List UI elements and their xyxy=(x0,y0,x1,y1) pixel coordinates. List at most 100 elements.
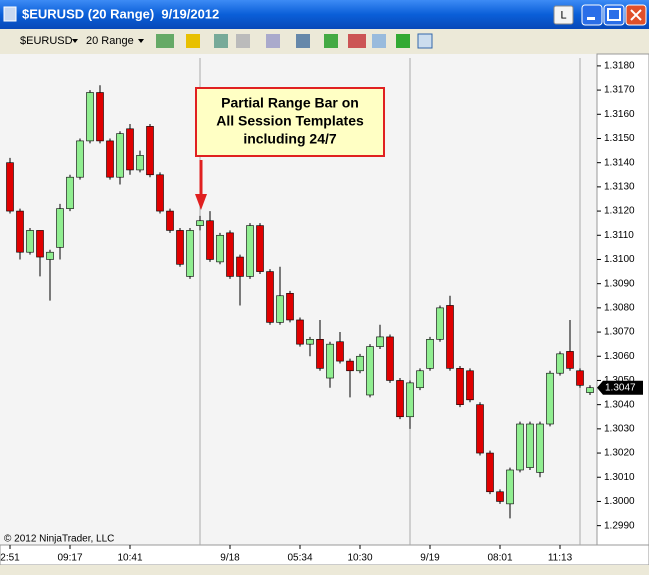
data-box-icon[interactable] xyxy=(417,33,433,49)
y-tick-label: 1.3010 xyxy=(604,472,635,483)
candle-body xyxy=(316,339,324,369)
status-strip xyxy=(0,565,649,575)
properties-icon[interactable] xyxy=(324,34,338,48)
candle-body xyxy=(516,423,524,471)
candle-body xyxy=(566,351,574,369)
annotation-line: All Session Templates xyxy=(216,113,364,129)
app-icon xyxy=(3,6,17,22)
candle-body xyxy=(306,339,314,345)
bar-type-icon[interactable] xyxy=(156,34,174,48)
y-tick-label: 1.3090 xyxy=(604,278,635,289)
y-tick-label: 1.3000 xyxy=(604,496,635,507)
chart-style-icon[interactable] xyxy=(348,34,366,48)
candle-body xyxy=(296,319,304,345)
y-tick-label: 1.3110 xyxy=(604,230,634,241)
toolbar-icons[interactable] xyxy=(156,33,433,49)
indicator-icon[interactable] xyxy=(214,34,228,48)
candle-body xyxy=(416,370,424,389)
candle-body xyxy=(496,491,504,502)
candle-body xyxy=(386,336,394,381)
candles xyxy=(6,85,594,519)
candle-body xyxy=(76,140,84,178)
last-price-label: 1.3047 xyxy=(605,382,636,393)
candle-body xyxy=(106,140,114,178)
candle-body xyxy=(256,225,264,272)
candle-body xyxy=(126,128,134,171)
zoom-icon[interactable] xyxy=(296,34,310,48)
y-tick-label: 1.3080 xyxy=(604,303,635,314)
lock-button-label[interactable]: L xyxy=(560,9,566,21)
candle-body xyxy=(26,230,34,253)
candle-body xyxy=(246,225,254,277)
candle-body xyxy=(276,295,284,323)
candle-body xyxy=(156,174,164,212)
y-tick-label: 1.3020 xyxy=(604,448,635,459)
candle-body xyxy=(36,230,44,258)
dropdown-arrow xyxy=(72,39,78,43)
y-tick-label: 1.3040 xyxy=(604,399,635,410)
candle-body xyxy=(166,210,174,231)
y-tick-label: 1.3060 xyxy=(604,351,635,362)
candle-body xyxy=(96,92,104,142)
dollar-icon[interactable] xyxy=(396,34,410,48)
annotation-line: including 24/7 xyxy=(243,131,337,147)
y-tick-label: 1.2990 xyxy=(604,520,635,531)
y-tick-label: 1.3120 xyxy=(604,206,635,217)
x-tick-label: 05:34 xyxy=(287,553,312,564)
candle-body xyxy=(136,155,144,171)
candle-body xyxy=(326,343,334,379)
candle-body xyxy=(236,256,244,277)
x-tick-label: 09:17 xyxy=(57,553,82,564)
x-tick-label: 2:51 xyxy=(0,553,20,564)
candle-body xyxy=(286,293,294,321)
candle-body xyxy=(16,210,24,253)
maximize-icon xyxy=(607,8,621,21)
candle-body xyxy=(266,271,274,323)
candle-body xyxy=(366,346,374,396)
last-price-marker xyxy=(597,380,643,395)
candle-body xyxy=(506,469,514,505)
pointer-icon[interactable] xyxy=(266,34,280,48)
y-tick-label: 1.3130 xyxy=(604,182,635,193)
candle-body xyxy=(66,176,74,209)
candle-body xyxy=(486,452,494,493)
y-tick-label: 1.3070 xyxy=(604,327,635,338)
candle-body xyxy=(396,380,404,418)
strategy-icon[interactable] xyxy=(236,34,250,48)
x-tick-label: 10:41 xyxy=(117,553,142,564)
y-tick-label: 1.3030 xyxy=(604,423,635,434)
candle-body xyxy=(46,251,54,260)
window-title: $EURUSD (20 Range) 9/19/2012 xyxy=(22,6,219,21)
period-selector[interactable]: 20 Range xyxy=(86,35,134,47)
annotation-arrowhead xyxy=(195,194,207,210)
candle-body xyxy=(536,423,544,473)
price-axis xyxy=(596,53,649,546)
candle-body xyxy=(56,208,64,248)
candle-body xyxy=(456,368,464,405)
candle-body xyxy=(546,372,554,425)
y-tick-label: 1.3140 xyxy=(604,157,635,168)
candle-body xyxy=(86,92,94,142)
minimize-icon xyxy=(587,17,595,20)
candle-body xyxy=(336,341,344,362)
candle-body xyxy=(346,360,354,372)
candle-body xyxy=(116,133,124,178)
candle-body xyxy=(556,353,564,374)
minimize-button[interactable] xyxy=(581,4,603,26)
y-tick-label: 1.3100 xyxy=(604,254,635,265)
lock-button[interactable] xyxy=(553,5,574,25)
candle-body xyxy=(446,305,454,369)
candle-body xyxy=(576,370,584,386)
annotation-box xyxy=(195,87,385,157)
x-tick-label: 9/19 xyxy=(420,553,440,564)
candle-body xyxy=(466,370,474,401)
instrument-selector[interactable]: $EURUSD xyxy=(20,35,73,47)
candle-body xyxy=(196,220,204,226)
candle-body xyxy=(216,234,224,263)
y-tick-label: 1.3170 xyxy=(604,85,635,96)
draw-icon[interactable] xyxy=(186,34,200,48)
template-icon[interactable] xyxy=(372,34,386,48)
candle-body xyxy=(526,423,534,468)
x-tick-label: 10:30 xyxy=(347,553,372,564)
